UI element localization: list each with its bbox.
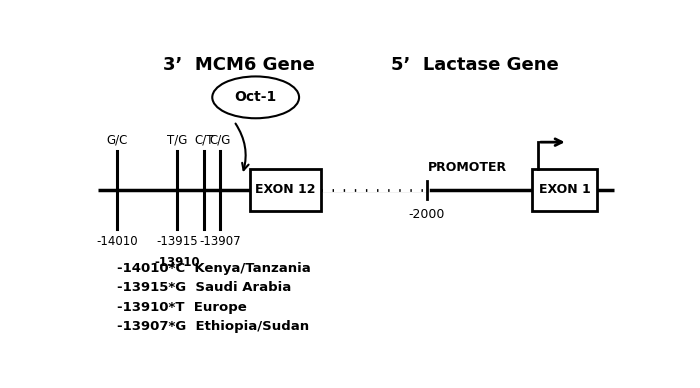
Text: 5’  Lactase Gene: 5’ Lactase Gene: [391, 55, 559, 73]
FancyBboxPatch shape: [532, 169, 598, 211]
Text: C/G: C/G: [210, 133, 231, 147]
Text: EXON 12: EXON 12: [256, 184, 316, 196]
Text: -2000: -2000: [408, 208, 444, 221]
FancyBboxPatch shape: [251, 169, 321, 211]
Text: C/T: C/T: [195, 133, 214, 147]
Text: T/G: T/G: [167, 133, 187, 147]
Text: G/C: G/C: [106, 133, 128, 147]
Text: PROMOTER: PROMOTER: [428, 161, 507, 173]
Text: -14010*C  Kenya/Tanzania: -14010*C Kenya/Tanzania: [118, 262, 311, 275]
Text: -13910*T  Europe: -13910*T Europe: [118, 300, 247, 314]
Text: -13907: -13907: [199, 235, 241, 248]
Text: -13915*G  Saudi Arabia: -13915*G Saudi Arabia: [118, 281, 292, 294]
Text: 3’  MCM6 Gene: 3’ MCM6 Gene: [163, 55, 315, 73]
Text: -14010: -14010: [97, 235, 138, 248]
Ellipse shape: [212, 76, 299, 118]
Text: -13910: -13910: [154, 256, 199, 269]
Text: -13907*G  Ethiopia/Sudan: -13907*G Ethiopia/Sudan: [118, 320, 309, 333]
Text: -13915: -13915: [156, 235, 198, 248]
Text: Oct-1: Oct-1: [234, 90, 276, 104]
Text: EXON 1: EXON 1: [539, 184, 591, 196]
